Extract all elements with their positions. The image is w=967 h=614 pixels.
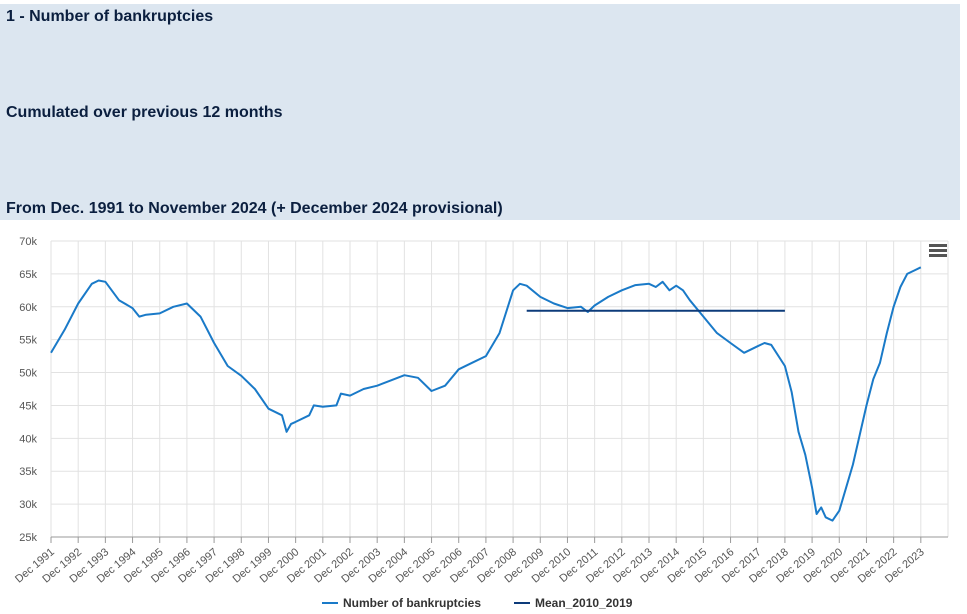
series — [50, 266, 922, 522]
chart-header: 1 - Number of bankruptcies Cumulated ove… — [0, 4, 960, 220]
chart-menu-icon[interactable] — [929, 244, 947, 260]
y-tick-label: 35k — [19, 466, 37, 478]
y-tick-label: 70k — [19, 236, 37, 248]
legend: Number of bankruptcies Mean_2010_2019 — [0, 596, 967, 612]
y-tick-label: 65k — [19, 269, 37, 281]
y-tick-label: 40k — [19, 433, 37, 445]
legend-swatch-mean — [514, 601, 530, 604]
legend-item-bankruptcies[interactable]: Number of bankruptcies — [322, 596, 481, 610]
y-tick-label: 50k — [19, 368, 37, 380]
y-tick-label: 25k — [19, 532, 37, 544]
y-tick-label: 45k — [19, 400, 37, 412]
legend-item-mean[interactable]: Mean_2010_2019 — [514, 596, 632, 610]
y-tick-label: 55k — [19, 335, 37, 347]
legend-label-mean: Mean_2010_2019 — [535, 596, 633, 610]
chart-subtitle: Cumulated over previous 12 months — [6, 104, 283, 121]
y-tick-label: 30k — [19, 499, 37, 511]
y-axis: 25k 30k 35k 40k 45k 50k 55k 60k 65k 70k — [19, 236, 37, 544]
line-chart: 25k 30k 35k 40k 45k 50k 55k 60k 65k 70k Dec 1991D… — [13, 236, 949, 586]
y-tick-label: 60k — [19, 302, 37, 314]
chart-title: 1 - Number of bankruptcies — [6, 8, 214, 25]
series-line-bankruptcies[interactable] — [50, 266, 922, 522]
legend-label-bankruptcies: Number of bankruptcies — [343, 596, 482, 610]
legend-swatch-bankruptcies — [322, 601, 338, 604]
chart-period: From Dec. 1991 to November 2024 (+ Decem… — [6, 200, 503, 217]
